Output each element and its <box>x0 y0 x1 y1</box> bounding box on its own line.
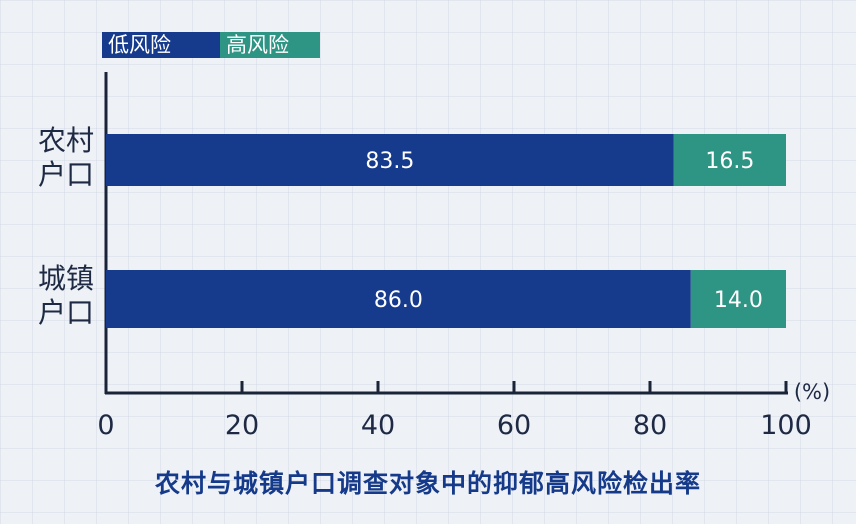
category-label-urban: 城镇 户口 <box>28 262 104 330</box>
x-tick-label-20: 20 <box>225 410 259 441</box>
category-label-urban-line-2: 户口 <box>37 296 94 329</box>
data-label-rural-high: 16.5 <box>705 149 754 174</box>
category-label-rural: 农村 户口 <box>28 124 104 192</box>
x-tick-label-60: 60 <box>497 410 531 441</box>
bar-urban-high <box>690 270 786 328</box>
x-tick-label-40: 40 <box>361 410 395 441</box>
legend-item-low-risk: 低风险 <box>102 32 220 58</box>
data-label-urban-low: 86.0 <box>374 288 423 313</box>
bar-rural-low <box>106 134 674 186</box>
x-tick-label-100: 100 <box>760 410 812 441</box>
legend: 低风险 高风险 <box>102 32 320 58</box>
x-tick-label-0: 0 <box>97 410 114 441</box>
data-label-rural-low: 83.5 <box>365 149 414 174</box>
category-label-rural-line-1: 农村 <box>37 124 94 157</box>
chart-title: 农村与城镇户口调查对象中的抑郁高风险检出率 <box>154 469 701 498</box>
legend-item-high-risk: 高风险 <box>220 32 320 58</box>
category-label-rural-line-2: 户口 <box>37 158 94 191</box>
bar-urban-low <box>106 270 691 328</box>
category-label-urban-line-1: 城镇 <box>37 262 94 295</box>
data-label-urban-high: 14.0 <box>714 288 763 313</box>
bar-rural-high <box>673 134 786 186</box>
x-axis-unit-label: (%) <box>794 380 830 404</box>
x-tick-label-80: 80 <box>633 410 667 441</box>
